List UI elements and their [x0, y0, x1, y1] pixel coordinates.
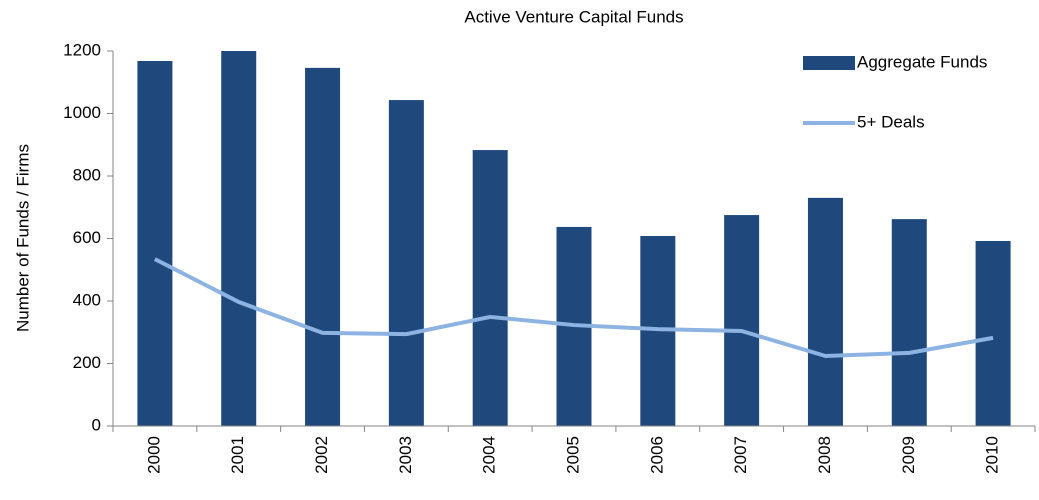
x-tick-label: 2006 [647, 436, 666, 474]
x-tick-label: 2003 [396, 436, 415, 474]
legend-label: 5+ Deals [857, 112, 925, 131]
x-tick-label: 2010 [983, 436, 1002, 474]
bar [891, 219, 927, 426]
y-tick-label: 400 [73, 290, 101, 309]
y-axis-label: Number of Funds / Firms [13, 144, 32, 332]
x-tick-label: 2000 [144, 436, 163, 474]
line [153, 257, 994, 358]
bar [724, 215, 760, 426]
y-tick-label: 800 [73, 165, 101, 184]
chart-title: Active Venture Capital Funds [464, 7, 683, 26]
bar [388, 100, 424, 426]
x-tick-label: 2008 [815, 436, 834, 474]
bar [975, 241, 1011, 426]
x-tick-label: 2002 [312, 436, 331, 474]
y-tick-label: 0 [92, 415, 101, 434]
x-tick-label: 2004 [480, 436, 499, 474]
legend-label: Aggregate Funds [857, 52, 987, 71]
y-tick-label: 1200 [63, 40, 101, 59]
bar [472, 150, 508, 426]
bar [137, 61, 173, 426]
y-tick-label: 600 [73, 228, 101, 247]
x-tick-label: 2009 [899, 436, 918, 474]
y-tick-label: 200 [73, 353, 101, 372]
x-tick-label: 2005 [563, 436, 582, 474]
legend-swatch [803, 56, 855, 70]
bar [807, 197, 843, 426]
bar [305, 67, 341, 426]
bar [221, 51, 257, 426]
y-tick-label: 1000 [63, 103, 101, 122]
x-tick-label: 2007 [731, 436, 750, 474]
x-tick-label: 2001 [228, 436, 247, 474]
